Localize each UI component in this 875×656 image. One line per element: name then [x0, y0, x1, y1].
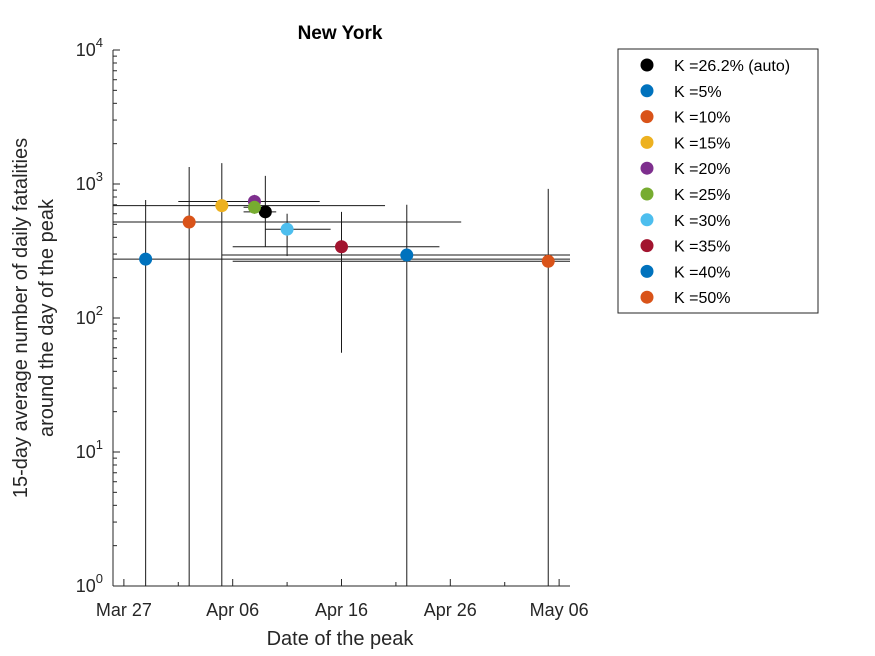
x-tick-label: Apr 16: [315, 600, 368, 620]
legend-label: K =25%: [674, 187, 730, 204]
legend-marker: [640, 290, 654, 304]
data-point: [139, 252, 153, 266]
legend-marker: [640, 187, 654, 201]
legend-marker: [640, 58, 654, 72]
legend-label: K =10%: [674, 110, 730, 127]
x-tick-label: May 06: [530, 600, 589, 620]
legend-marker: [640, 110, 654, 124]
x-tick-label: Mar 27: [96, 600, 152, 620]
data-point: [280, 222, 294, 236]
y-tick-label: 100: [76, 571, 103, 596]
data-point: [400, 248, 414, 262]
legend-label: K =50%: [674, 290, 730, 307]
chart-title: New York: [298, 23, 383, 44]
legend-marker: [640, 84, 654, 98]
legend-marker: [640, 239, 654, 253]
legend-marker: [640, 213, 654, 227]
y-axis-label-line-2: around the day of the peak: [36, 198, 58, 437]
data-point: [215, 199, 229, 213]
x-axis-label: Date of the peak: [267, 628, 415, 650]
legend-marker: [640, 135, 654, 149]
data-point: [335, 240, 348, 254]
data-point: [182, 215, 196, 229]
y-tick-label: 104: [76, 35, 103, 60]
y-tick-label: 102: [76, 303, 103, 328]
legend-label: K =20%: [674, 161, 730, 178]
x-tick-label: Apr 26: [424, 600, 477, 620]
legend-marker: [640, 264, 654, 278]
y-tick-label: 103: [76, 169, 103, 194]
legend-label: K =5%: [674, 84, 722, 101]
legend-label: K =15%: [674, 135, 730, 152]
legend: K =26.2% (auto) K =5% K =10% K =15% K =20% K …: [617, 48, 819, 314]
plot-area: 100 101 102 103 104 Mar 27 Apr 06 Apr 16 Apr 26 M…: [76, 35, 589, 620]
legend-label: K =26.2% (auto): [674, 58, 790, 75]
legend-label: K =35%: [674, 239, 730, 256]
y-tick-label: 101: [76, 437, 103, 462]
x-tick-label: Apr 06: [206, 600, 259, 620]
data-point: [258, 205, 272, 219]
data-point: [541, 254, 555, 268]
data-point: [247, 200, 261, 214]
y-axis-label-line-1: 15-day average number of daily fatalitie…: [10, 138, 32, 498]
legend-label: K =40%: [674, 264, 730, 281]
y-axis-label: 15-day average number of daily fatalitie…: [10, 138, 58, 498]
legend-label: K =30%: [674, 213, 730, 230]
legend-marker: [640, 161, 654, 175]
